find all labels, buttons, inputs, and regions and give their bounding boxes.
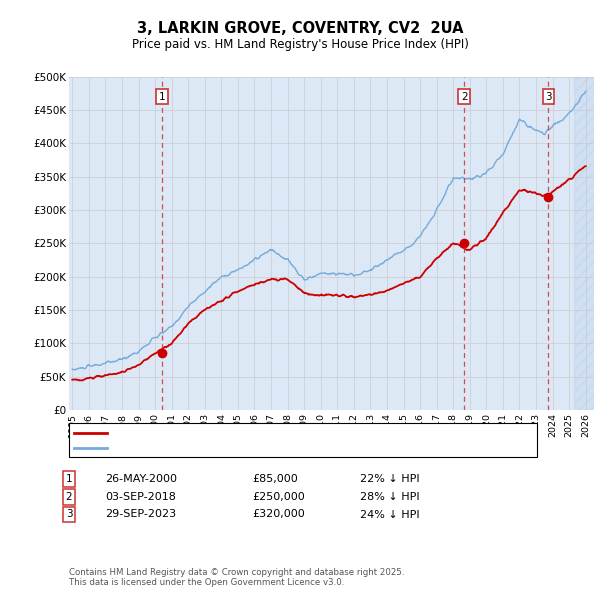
Text: 29-SEP-2023: 29-SEP-2023 xyxy=(105,510,176,519)
Bar xyxy=(574,77,594,410)
Text: 1: 1 xyxy=(65,474,73,484)
Text: 22% ↓ HPI: 22% ↓ HPI xyxy=(360,474,419,484)
Text: 26-MAY-2000: 26-MAY-2000 xyxy=(105,474,177,484)
Text: £320,000: £320,000 xyxy=(252,510,305,519)
Text: 24% ↓ HPI: 24% ↓ HPI xyxy=(360,510,419,519)
Text: £85,000: £85,000 xyxy=(252,474,298,484)
Text: 1: 1 xyxy=(158,91,165,101)
Text: £250,000: £250,000 xyxy=(252,492,305,502)
Text: 3: 3 xyxy=(545,91,552,101)
Text: HPI: Average price, detached house, Coventry: HPI: Average price, detached house, Cove… xyxy=(111,442,363,453)
Text: Price paid vs. HM Land Registry's House Price Index (HPI): Price paid vs. HM Land Registry's House … xyxy=(131,38,469,51)
Text: 3: 3 xyxy=(65,510,73,519)
Text: 3, LARKIN GROVE, COVENTRY, CV2 2UA (detached house): 3, LARKIN GROVE, COVENTRY, CV2 2UA (deta… xyxy=(111,428,427,438)
Text: 03-SEP-2018: 03-SEP-2018 xyxy=(105,492,176,502)
Text: 3, LARKIN GROVE, COVENTRY, CV2  2UA: 3, LARKIN GROVE, COVENTRY, CV2 2UA xyxy=(137,21,463,35)
Text: 2: 2 xyxy=(65,492,73,502)
Text: 28% ↓ HPI: 28% ↓ HPI xyxy=(360,492,419,502)
Text: Contains HM Land Registry data © Crown copyright and database right 2025.
This d: Contains HM Land Registry data © Crown c… xyxy=(69,568,404,587)
Text: 2: 2 xyxy=(461,91,467,101)
